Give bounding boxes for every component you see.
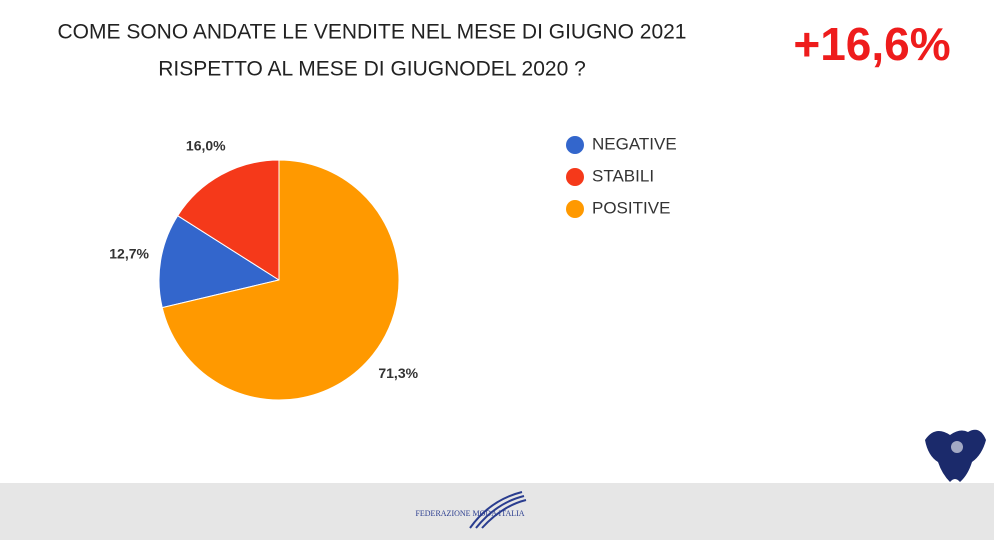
legend-marker (566, 136, 584, 154)
legend-label: POSITIVE (592, 198, 670, 217)
legend-label: STABILI (592, 166, 654, 185)
footer-logo-text: FEDERAZIONE MODA ITALIA (415, 509, 524, 518)
legend-marker (566, 200, 584, 218)
title: COME SONO ANDATE LE VENDITE NEL MESE DI … (58, 21, 687, 44)
pie-slice (161, 159, 400, 401)
subtitle: RISPETTO AL MESE DI GIUGNODEL 2020 ? (158, 58, 586, 81)
value-label: 71,3% (378, 365, 418, 381)
legend: NEGATIVE STABILI POSITIVE (566, 134, 677, 218)
value-label: 16,0% (186, 138, 226, 154)
footer-band (0, 483, 994, 540)
pie-slice (176, 159, 280, 281)
pie-slice (158, 215, 281, 309)
legend-label: NEGATIVE (592, 134, 677, 153)
legend-marker (566, 168, 584, 186)
footer-logo: FEDERAZIONE MODA ITALIA (415, 491, 527, 529)
value-label: 12,7% (109, 246, 149, 262)
eagle-logo (925, 429, 986, 482)
pie: 12,7% 16,0% 71,3% (109, 138, 419, 401)
annotation: +16,6% (793, 18, 950, 70)
